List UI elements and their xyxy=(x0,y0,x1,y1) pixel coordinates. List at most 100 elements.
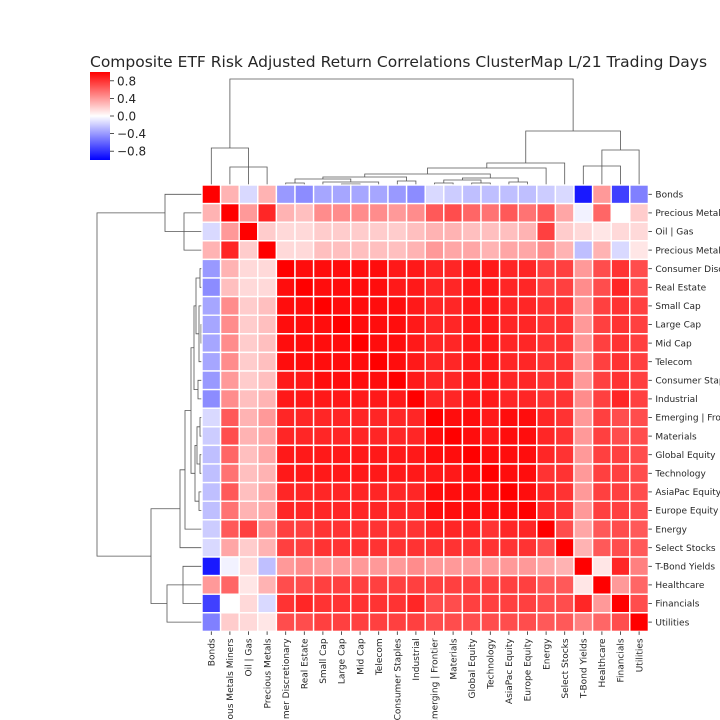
heatmap-cell xyxy=(201,388,222,409)
heatmap-cell xyxy=(554,221,575,242)
heatmap-cell xyxy=(536,388,557,409)
heatmap-cell xyxy=(480,407,501,428)
heatmap-cell xyxy=(536,221,557,242)
heatmap-cell xyxy=(350,556,371,577)
heatmap-cell xyxy=(238,574,259,595)
heatmap-cell xyxy=(517,500,538,521)
heatmap-cell xyxy=(517,240,538,261)
column-tick-label: Technology xyxy=(487,638,497,690)
heatmap-cell xyxy=(201,593,222,614)
heatmap-cell xyxy=(517,612,538,633)
heatmap-cell xyxy=(573,481,594,502)
heatmap-cell xyxy=(461,277,482,298)
heatmap-cell xyxy=(275,407,296,428)
heatmap-cell xyxy=(591,277,612,298)
heatmap-cell xyxy=(405,314,426,335)
heatmap-cell xyxy=(275,426,296,447)
heatmap-cell xyxy=(480,314,501,335)
heatmap-cell xyxy=(331,574,352,595)
row-tick-label: Financials xyxy=(655,600,699,610)
heatmap-cell xyxy=(498,184,519,205)
heatmap-cell xyxy=(201,258,222,279)
heatmap-cell xyxy=(554,426,575,447)
heatmap-cell xyxy=(238,240,259,261)
heatmap-cell xyxy=(257,258,278,279)
dendrogram-link xyxy=(525,130,621,163)
heatmap-cell xyxy=(387,370,408,391)
heatmap-cell xyxy=(368,240,389,261)
heatmap-cell xyxy=(368,258,389,279)
row-tick-label: Consumer Staples xyxy=(655,377,720,387)
heatmap-cell xyxy=(424,221,445,242)
heatmap-cell xyxy=(629,351,650,372)
heatmap-cell xyxy=(443,519,464,540)
heatmap-cell xyxy=(536,333,557,354)
heatmap-cell xyxy=(219,202,240,223)
heatmap-cell xyxy=(424,593,445,614)
heatmap-cell xyxy=(554,407,575,428)
heatmap-cell xyxy=(257,574,278,595)
heatmap-cell xyxy=(424,500,445,521)
heatmap-cell xyxy=(387,537,408,558)
heatmap-cell xyxy=(312,351,333,372)
heatmap-cell xyxy=(573,574,594,595)
heatmap-cell xyxy=(610,295,631,316)
row-tick-label: Mid Cap xyxy=(655,339,692,349)
heatmap-cell xyxy=(350,500,371,521)
heatmap-cell xyxy=(610,463,631,484)
heatmap-cell xyxy=(331,202,352,223)
heatmap-cell xyxy=(405,426,426,447)
heatmap-cell xyxy=(498,444,519,465)
heatmap-cell xyxy=(517,537,538,558)
heatmap-cell xyxy=(201,314,222,335)
heatmap-cell xyxy=(368,519,389,540)
heatmap-cell xyxy=(238,556,259,577)
heatmap-cell xyxy=(461,481,482,502)
heatmap-cell xyxy=(257,500,278,521)
heatmap-cell xyxy=(480,258,501,279)
heatmap-cell xyxy=(275,388,296,409)
heatmap-cell xyxy=(424,426,445,447)
heatmap-cell xyxy=(480,574,501,595)
heatmap-cell xyxy=(257,556,278,577)
heatmap-cell xyxy=(275,221,296,242)
heatmap-cell xyxy=(405,388,426,409)
column-tick-label: Consumer Discretionary xyxy=(282,638,292,720)
heatmap-cell xyxy=(387,481,408,502)
heatmap-cell xyxy=(480,426,501,447)
heatmap-cell xyxy=(443,314,464,335)
heatmap-cell xyxy=(257,519,278,540)
heatmap-cell xyxy=(443,277,464,298)
heatmap-cell xyxy=(517,426,538,447)
heatmap-cell xyxy=(331,258,352,279)
heatmap-cell xyxy=(294,221,315,242)
heatmap-cell xyxy=(294,500,315,521)
heatmap-cell xyxy=(331,537,352,558)
heatmap-cell xyxy=(554,370,575,391)
heatmap-cell xyxy=(238,258,259,279)
heatmap-cell xyxy=(368,277,389,298)
heatmap-cell xyxy=(219,370,240,391)
heatmap-cell xyxy=(201,184,222,205)
heatmap-cell xyxy=(573,612,594,633)
heatmap-cell xyxy=(219,277,240,298)
heatmap-cell xyxy=(480,537,501,558)
heatmap-cell xyxy=(238,500,259,521)
heatmap-cell xyxy=(368,221,389,242)
heatmap-cell xyxy=(517,444,538,465)
heatmap-cell xyxy=(591,519,612,540)
heatmap-cell xyxy=(517,314,538,335)
heatmap-cell xyxy=(294,388,315,409)
heatmap-cell xyxy=(610,444,631,465)
heatmap-cell xyxy=(219,407,240,428)
heatmap-cell xyxy=(536,444,557,465)
heatmap-cell xyxy=(312,314,333,335)
heatmap-cell xyxy=(461,221,482,242)
heatmap-cell xyxy=(480,184,501,205)
heatmap-cell xyxy=(536,370,557,391)
heatmap-cell xyxy=(387,240,408,261)
heatmap-cell xyxy=(275,258,296,279)
heatmap-cell xyxy=(591,481,612,502)
heatmap-cell xyxy=(238,277,259,298)
